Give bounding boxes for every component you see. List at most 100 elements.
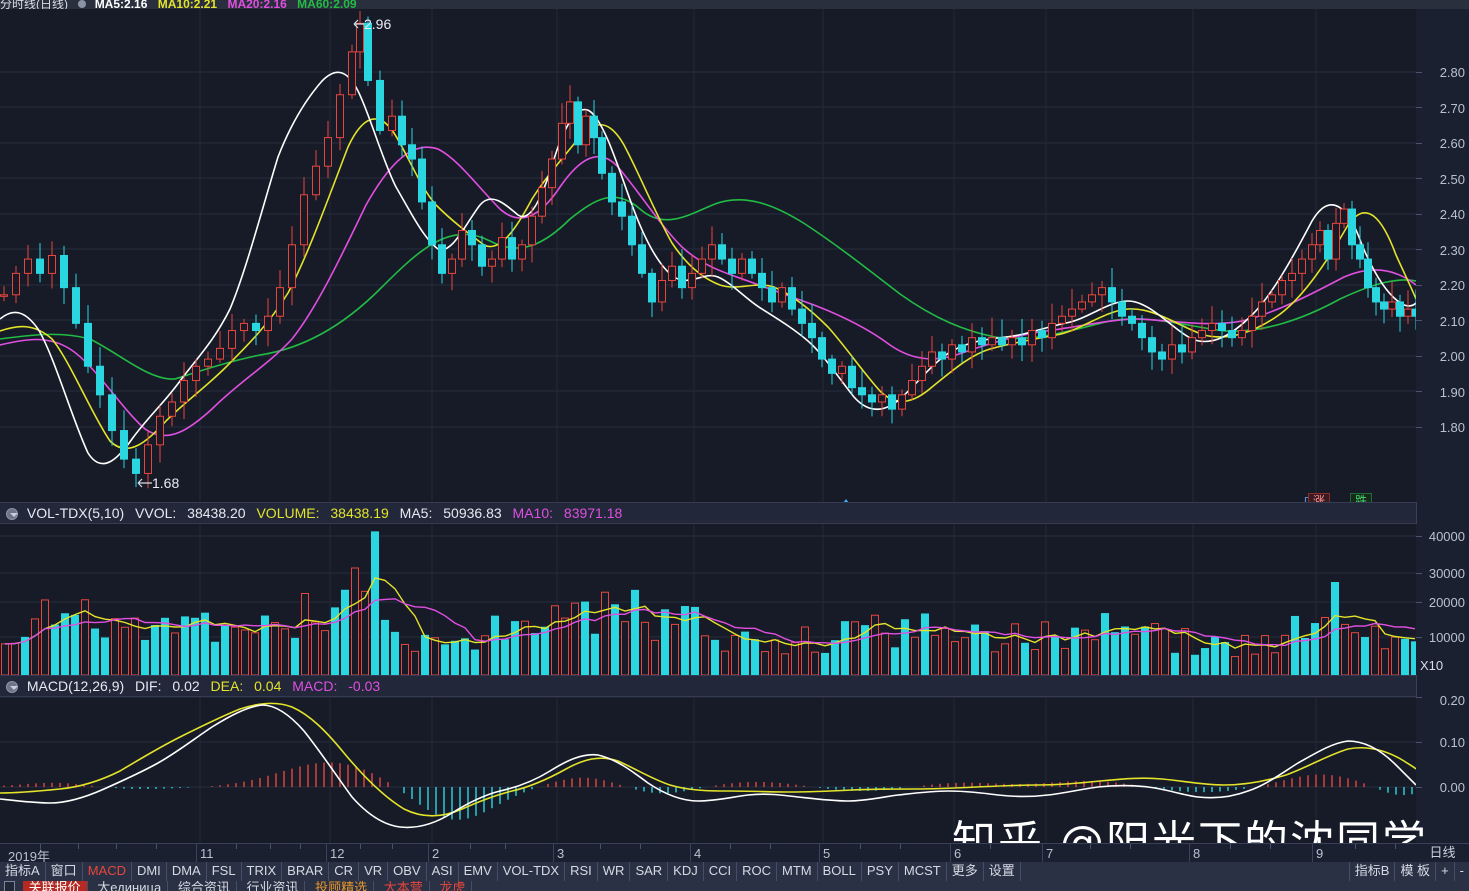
chevron-down-icon[interactable] [6,508,18,520]
indicator-toolbar-right[interactable]: 指标B 模 板 + - [1348,862,1469,881]
volume-axis-label: 20000 [1428,595,1465,610]
toolbar-item-psy[interactable]: PSY [862,862,899,881]
toolbar-item-fsl[interactable]: FSL [207,862,242,881]
toolbar2-item-base-camp[interactable]: 大本营 [378,881,430,891]
secondary-toolbar[interactable]: 关联报价 大единица 综合资讯 行业资讯 投顾精选 大本营 龙虎 [0,881,1469,891]
collapse-icon[interactable] [78,0,87,8]
date-axis-label-month: 7 [1046,846,1054,861]
toolbar2-item-advisor-pick[interactable]: 投顾精选 [309,881,375,891]
price-axis-label: 1.90 [1439,385,1465,400]
toolbar-item-kdj[interactable]: KDJ [668,862,704,881]
ma60-legend: MA60:2.09 [297,0,357,9]
toolbar-item-obv[interactable]: OBV [388,862,427,881]
toolbar2-item-2[interactable]: 大единица [91,881,169,891]
toolbar-right-zoom-out[interactable]: - [1453,862,1469,881]
toolbar-item-brar[interactable]: BRAR [282,862,330,881]
toolbar-item-cci[interactable]: CCI [704,862,738,881]
volume-axis-label: 40000 [1428,529,1465,544]
price-axis-label: 2.50 [1439,172,1465,187]
toolbar-item-vol-tdx[interactable]: VOL-TDX [498,862,566,881]
macd-axis-label: 0.00 [1439,780,1465,795]
date-axis-label-month: 8 [1193,846,1201,861]
vvol-label: VVOL: [135,505,177,521]
toolbar-item-cr[interactable]: CR [329,862,360,881]
toolbar-right-模板[interactable]: 模 板 [1394,862,1435,881]
macd-label: MACD: [292,678,338,694]
vol-ma5-label: MA5: [399,505,433,521]
toolbar2-item-dragon-tiger[interactable]: 龙虎 [433,881,473,891]
dif-label: DIF: [135,678,162,694]
price-axis-label: 1.80 [1439,420,1465,435]
toolbar2-item-linked-quote[interactable]: 关联报价 [22,881,88,891]
macd-axis-label: 0.20 [1439,693,1465,708]
dea-label: DEA: [210,678,244,694]
date-axis-label-month: 9 [1316,846,1324,861]
price-axis: 2.80 2.70 2.60 2.50 2.40 2.30 2.20 2.10 … [1416,9,1469,502]
date-axis-label-month: 6 [954,846,962,861]
toolbar-item-boll[interactable]: BOLL [818,862,862,881]
price-chart-svg [0,9,1416,502]
ma10-legend: MA10:2.21 [157,0,218,9]
price-axis-label: 2.40 [1439,207,1465,222]
vvol-value: 38438.20 [187,505,246,521]
volume-axis-label: 30000 [1428,566,1465,581]
volume-chart-pane[interactable] [0,524,1416,675]
macd-axis-label: 0.10 [1439,735,1465,750]
toolbar-item-dma[interactable]: DMA [167,862,207,881]
chevron-down-icon[interactable] [6,681,18,693]
price-chart-pane[interactable]: 2.96 1.68 贝 涨 跌 [0,9,1416,509]
toolbar-item-wr[interactable]: WR [598,862,631,881]
toolbar-item-[interactable]: 窗口 [46,862,83,881]
macd-indicator-info-bar[interactable]: MACD(12,26,9) DIF: 0.02 DEA: 0.04 MACD: … [0,675,1416,697]
dea-value: 0.04 [254,678,282,694]
toolbar-item-dmi[interactable]: DMI [132,862,167,881]
toolbar-item-asi[interactable]: ASI [427,862,459,881]
volume-indicator-info-bar[interactable]: VOL-TDX(5,10) VVOL: 38438.20 VOLUME: 384… [0,502,1416,524]
volume-label: VOLUME: [256,505,320,521]
date-axis: 2019年 11 12 2 3 4 5 6 7 8 9 [0,843,1416,864]
date-axis-label-month: 11 [200,846,214,861]
price-axis-label: 2.30 [1439,243,1465,258]
toolbar-item-rsi[interactable]: RSI [565,862,598,881]
toolbar-item-mtm[interactable]: MTM [777,862,818,881]
volume-axis-label: 10000 [1428,630,1465,645]
ma5-legend: MA5:2.16 [94,0,148,9]
toolbar-item-mcst[interactable]: MCST [899,862,947,881]
macd-indicator-name: MACD(12,26,9) [26,678,125,694]
toolbar2-item-industry-news[interactable]: 行业资讯 [240,881,306,891]
volume-multiplier-label: X10 [1420,658,1444,673]
price-axis-label: 2.60 [1439,136,1465,151]
toolbar2-item-news[interactable]: 综合资讯 [172,881,237,891]
toolbar-right-指标b[interactable]: 指标B [1348,862,1395,881]
period-low-label: 1.68 [152,475,180,491]
volume-value: 38438.19 [330,505,389,521]
macd-value: -0.03 [348,678,381,694]
toolbar-item-macd[interactable]: MACD [83,862,132,881]
toolbar-item-trix[interactable]: TRIX [242,862,283,881]
toolbar-item-[interactable]: 设置 [984,862,1021,881]
date-axis-label-month: 5 [823,846,831,861]
toolbar-item-[interactable]: 更多 [947,862,984,881]
date-axis-label-month: 2 [432,846,440,861]
period-low-arrow [137,478,152,488]
toolbar-item-emv[interactable]: EMV [459,862,498,881]
macd-chart-svg [0,697,1416,843]
chart-title: 分时线(日线) [0,0,68,9]
toolbar-item-sar[interactable]: SAR [630,862,669,881]
indicator-toolbar[interactable]: 指标A 窗口 MACD DMI DMA FSL TRIX BRAR CR VR OBV ASI EMV V… [0,862,1469,881]
price-axis-label: 2.00 [1439,349,1465,364]
volume-chart-svg [0,524,1416,675]
price-axis-label: 2.70 [1439,101,1465,116]
toolbar2-checkbox[interactable] [4,881,15,891]
toolbar-item-a[interactable]: 指标A [0,862,46,881]
period-selector[interactable]: 日线 [1416,843,1469,862]
price-axis-label: 2.80 [1439,65,1465,80]
toolbar-item-roc[interactable]: ROC [737,862,778,881]
toolbar-right-zoom-in[interactable]: + [1435,862,1454,881]
vol-ma10-value: 83971.18 [563,505,623,521]
macd-chart-pane[interactable] [0,697,1416,843]
chart-header-bar: 分时线(日线) MA5:2.16 MA10:2.21 MA20:2.16 MA6… [0,0,1469,9]
toolbar-item-vr[interactable]: VR [359,862,389,881]
price-axis-label: 2.10 [1439,314,1465,329]
